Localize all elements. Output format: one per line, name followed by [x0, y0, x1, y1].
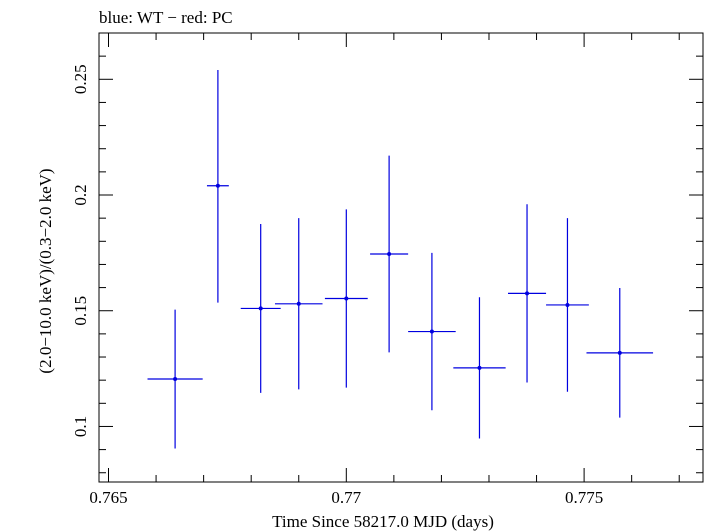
data-point: [408, 252, 456, 411]
point-marker: [387, 252, 392, 257]
data-point: [453, 297, 506, 439]
point-marker: [477, 365, 482, 370]
plot-frame: [98, 32, 704, 483]
point-marker: [344, 296, 349, 301]
data-point: [508, 204, 547, 383]
y-axis: 0.1 0.15 0.2 0.25: [71, 55, 703, 474]
y-tick-label: 0.1: [71, 416, 90, 437]
data-point: [324, 209, 368, 388]
point-marker: [525, 291, 530, 296]
chart-title: blue: WT − red: PC: [99, 8, 233, 27]
point-marker: [296, 301, 301, 306]
data-point: [586, 288, 654, 418]
data-point: [546, 218, 589, 392]
point-marker: [429, 329, 434, 334]
point-marker: [215, 183, 220, 188]
y-tick-label: 0.15: [71, 296, 90, 326]
point-marker: [173, 377, 178, 382]
y-axis-label: (2.0−10.0 keV)/(0.3−2.0 keV): [36, 168, 55, 373]
point-marker: [258, 306, 263, 311]
data-point: [240, 223, 281, 393]
y-tick-label: 0.2: [71, 184, 90, 205]
point-marker: [565, 302, 570, 307]
y-tick-label: 0.25: [71, 64, 90, 94]
data-point: [370, 155, 409, 353]
data-points: [147, 70, 654, 449]
point-marker: [617, 350, 622, 355]
data-point: [206, 70, 229, 303]
x-axis: 0.765 0.77 0.775: [89, 33, 680, 507]
x-axis-label: Time Since 58217.0 MJD (days): [272, 512, 494, 531]
data-point: [274, 218, 323, 390]
x-tick-label: 0.775: [565, 488, 603, 507]
x-tick-label: 0.765: [89, 488, 127, 507]
x-tick-label: 0.77: [331, 488, 361, 507]
data-point: [147, 309, 203, 449]
